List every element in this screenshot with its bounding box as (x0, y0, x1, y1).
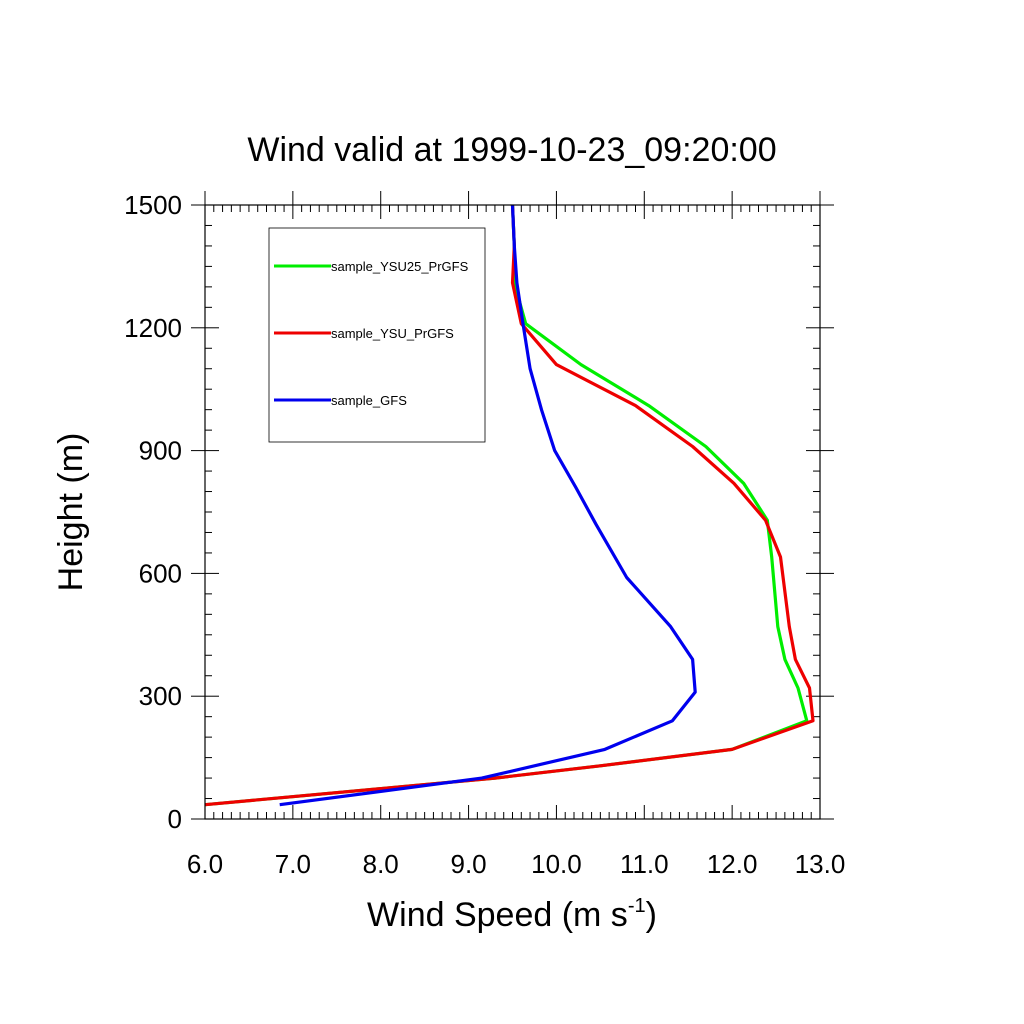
x-tick-label: 9.0 (450, 849, 486, 879)
x-axis-label: Wind Speed (m s-1) (367, 895, 657, 934)
x-tick-label: 13.0 (795, 849, 846, 879)
x-tick-label: 11.0 (620, 849, 669, 879)
x-tick-label: 10.0 (531, 849, 582, 879)
x-axis-label-superscript: -1 (628, 895, 646, 917)
x-tick-labels: 6.0 7.0 8.0 9.0 10.0 11.0 12.0 13.0 (187, 849, 845, 879)
series-line-sample_YSU_PrGFS (204, 204, 815, 807)
x-tick-label: 6.0 (187, 849, 223, 879)
x-axis-label-end: ) (646, 896, 657, 934)
x-axis-label-main: Wind Speed (m s (367, 896, 628, 934)
y-tick-label: 1500 (124, 190, 182, 220)
chart-title: Wind valid at 1999-10-23_09:20:00 (247, 131, 776, 169)
y-axis-label: Height (m) (52, 433, 90, 592)
x-tick-label: 8.0 (363, 849, 399, 879)
y-tick-label: 0 (168, 804, 182, 834)
y-tick-label: 300 (139, 681, 182, 711)
legend-label: sample_YSU25_PrGFS (331, 259, 469, 274)
y-tick-labels: 0 300 600 900 1200 1500 (124, 190, 182, 834)
x-tick-label: 12.0 (707, 849, 758, 879)
series-lines (204, 204, 815, 807)
legend-label: sample_GFS (331, 393, 407, 408)
y-tick-label: 600 (139, 558, 182, 588)
legend: sample_YSU25_PrGFS sample_YSU_PrGFSsample… (268, 227, 486, 443)
series-line-sample_GFS (279, 204, 697, 807)
y-tick-label: 900 (139, 436, 182, 466)
x-tick-label: 7.0 (275, 849, 311, 879)
legend-box (268, 227, 486, 443)
y-tick-label: 1200 (124, 313, 182, 343)
plot-frame (204, 204, 821, 820)
legend-label: sample_YSU_PrGFS (331, 326, 454, 341)
